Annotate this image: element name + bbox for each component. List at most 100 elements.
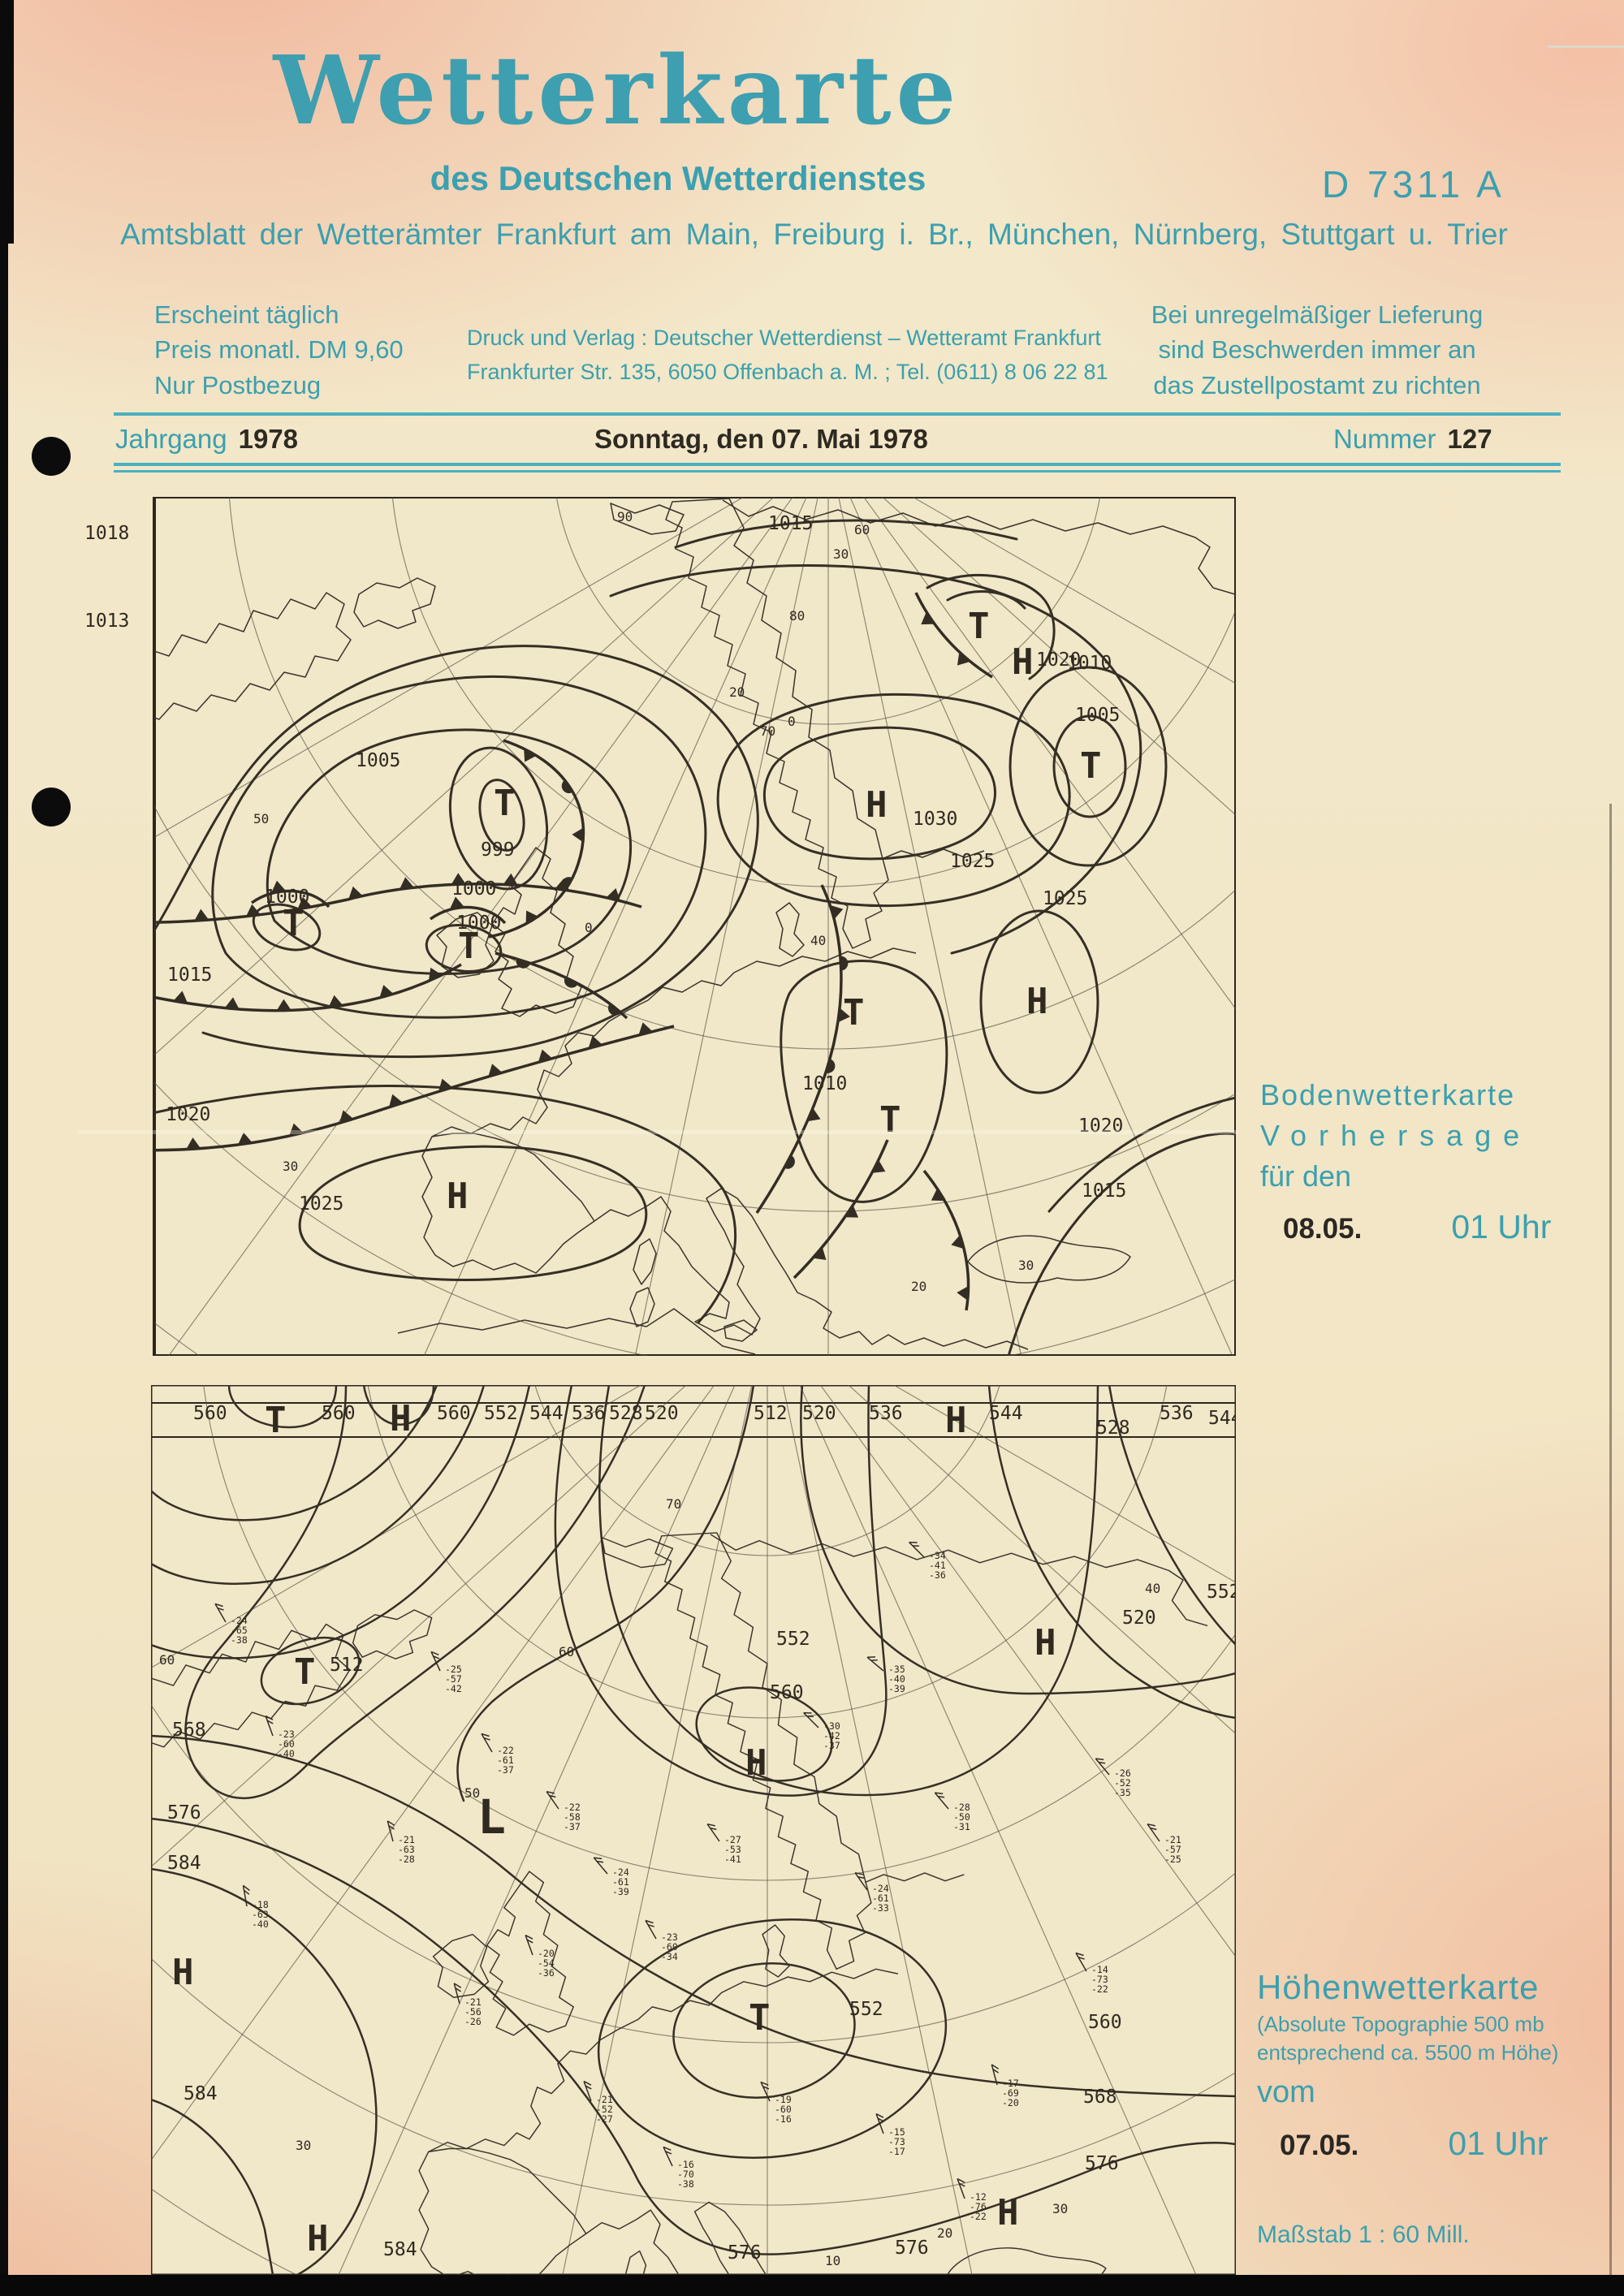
svg-text:T: T (283, 903, 304, 944)
svg-text:-24: -24 (612, 1867, 629, 1878)
svg-text:H: H (307, 2218, 329, 2259)
svg-text:-36: -36 (929, 1569, 946, 1581)
info-line: sind Beschwerden immer an (1158, 335, 1476, 365)
scan-border-left-corner (0, 0, 14, 244)
svg-text:-40: -40 (252, 1918, 269, 1930)
height-contours (151, 1385, 1236, 2275)
svg-text:-37: -37 (497, 1764, 514, 1776)
info-line: das Zustellpostamt zu richten (1153, 370, 1481, 399)
svg-text:560: 560 (322, 1403, 356, 1424)
svg-text:-70: -70 (677, 2169, 694, 2180)
svg-text:-34: -34 (661, 1951, 678, 1962)
isobars (154, 519, 1236, 1356)
svg-text:-23: -23 (661, 1931, 678, 1943)
svg-text:528: 528 (609, 1403, 643, 1424)
svg-text:-21: -21 (1164, 1834, 1181, 1845)
nummer-label: Nummer (1333, 424, 1436, 454)
map-labels: 560 T 560 H 560 552 544 536 528 520 512 520 536 H 5445… (159, 1398, 1236, 2268)
svg-text:-42: -42 (445, 1683, 462, 1694)
svg-text:1025: 1025 (299, 1193, 343, 1215)
svg-text:-25: -25 (445, 1664, 462, 1675)
surface-weather-map: TTTTTTTHHHH99910001000100010051015102010… (84, 497, 1236, 1356)
svg-text:30: 30 (283, 1159, 298, 1174)
note-line: entsprechend ca. 5500 m Höhe) (1257, 2040, 1559, 2065)
svg-text:H: H (1012, 641, 1034, 683)
svg-text:-30: -30 (823, 1720, 840, 1732)
station-plots: -24-65-38-23-60-40-25-57-42-21-63-28-18-… (214, 1541, 1181, 2222)
svg-text:-27: -27 (596, 2113, 613, 2125)
svg-text:-34: -34 (929, 1550, 946, 1561)
svg-text:584: 584 (184, 2083, 218, 2104)
svg-text:-60: -60 (278, 1738, 295, 1750)
svg-text:560: 560 (437, 1403, 471, 1424)
svg-text:-25: -25 (1164, 1854, 1181, 1865)
svg-text:552: 552 (484, 1403, 518, 1424)
svg-text:552: 552 (1207, 1582, 1236, 1603)
svg-text:-35: -35 (1114, 1787, 1131, 1798)
caption-title: Bodenwetterkarte (1260, 1078, 1516, 1111)
rule-bottom-1 (114, 463, 1561, 466)
svg-text:-24: -24 (231, 1615, 248, 1626)
svg-text:560: 560 (1088, 2012, 1122, 2033)
svg-text:-20: -20 (1002, 2097, 1019, 2108)
punch-hole-top (32, 437, 71, 476)
svg-text:-15: -15 (888, 2126, 905, 2138)
svg-text:-57: -57 (1164, 1844, 1181, 1855)
svg-text:-22: -22 (497, 1745, 514, 1756)
svg-text:-22: -22 (970, 2211, 987, 2222)
svg-text:1000: 1000 (451, 878, 496, 900)
scan-line-top-right (1548, 45, 1624, 48)
scan-border-bottom (0, 2275, 1624, 2296)
svg-text:30: 30 (1052, 2201, 1068, 2216)
svg-text:1015: 1015 (768, 513, 813, 534)
svg-text:40: 40 (1145, 1581, 1160, 1596)
svg-text:-73: -73 (1091, 1974, 1108, 1985)
svg-text:-18: -18 (252, 1899, 269, 1910)
svg-text:70: 70 (760, 723, 775, 739)
svg-text:H: H (390, 1398, 412, 1439)
delivery-info: Bei unregelmäßiger Lieferung sind Beschw… (1147, 297, 1488, 403)
svg-text:-21: -21 (398, 1834, 415, 1845)
svg-text:H: H (1026, 981, 1048, 1022)
svg-text:-57: -57 (445, 1673, 462, 1685)
svg-text:-42: -42 (823, 1730, 840, 1741)
upper-air-map: -24-65-38-23-60-40-25-57-42-21-63-28-18-… (151, 1385, 1236, 2275)
svg-text:-33: -33 (872, 1902, 889, 1914)
svg-text:552: 552 (849, 1999, 883, 2020)
fronts (154, 592, 993, 1311)
svg-text:-37: -37 (564, 1821, 581, 1832)
svg-text:-39: -39 (888, 1683, 905, 1694)
forecast-time: 01 Uhr (1451, 1208, 1552, 1245)
svg-text:40: 40 (810, 933, 826, 948)
svg-text:1025: 1025 (950, 851, 995, 872)
publication-info: Erscheint täglich Preis monatl. DM 9,60 … (154, 297, 404, 403)
svg-text:1020: 1020 (166, 1104, 210, 1125)
svg-text:1000: 1000 (456, 913, 501, 934)
svg-text:T: T (749, 1997, 771, 2039)
forecast-date: 08.05. (1283, 1213, 1363, 1245)
info-line: Druck und Verlag : Deutscher Wetterdiens… (467, 326, 1101, 350)
svg-text:1010: 1010 (1067, 653, 1112, 674)
svg-text:512: 512 (330, 1655, 364, 1676)
svg-text:-35: -35 (888, 1664, 905, 1675)
svg-text:-76: -76 (970, 2201, 987, 2212)
svg-text:-41: -41 (724, 1854, 741, 1865)
svg-text:-40: -40 (278, 1748, 295, 1759)
info-line: Erscheint täglich (154, 300, 339, 329)
caption-prefix: vom (1257, 2075, 1315, 2110)
info-line: Nur Postbezug (154, 370, 322, 399)
svg-text:-56: -56 (464, 2006, 482, 2018)
svg-text:544: 544 (529, 1403, 564, 1424)
svg-text:30: 30 (1018, 1258, 1034, 1273)
caption-subtitle: Vorhersage (1260, 1119, 1532, 1152)
svg-text:999: 999 (481, 839, 515, 861)
svg-text:60: 60 (854, 522, 870, 537)
svg-text:-21: -21 (464, 1996, 482, 2008)
map-scale: Maßstab 1 : 60 Mill. (1257, 2221, 1470, 2248)
svg-text:-22: -22 (1091, 1983, 1108, 1995)
svg-text:560: 560 (193, 1403, 227, 1424)
svg-text:T: T (494, 783, 516, 824)
svg-text:-20: -20 (538, 1948, 555, 1959)
publisher-info: Druck und Verlag : Deutscher Wetterdiens… (467, 322, 1108, 390)
svg-text:T: T (294, 1651, 316, 1693)
